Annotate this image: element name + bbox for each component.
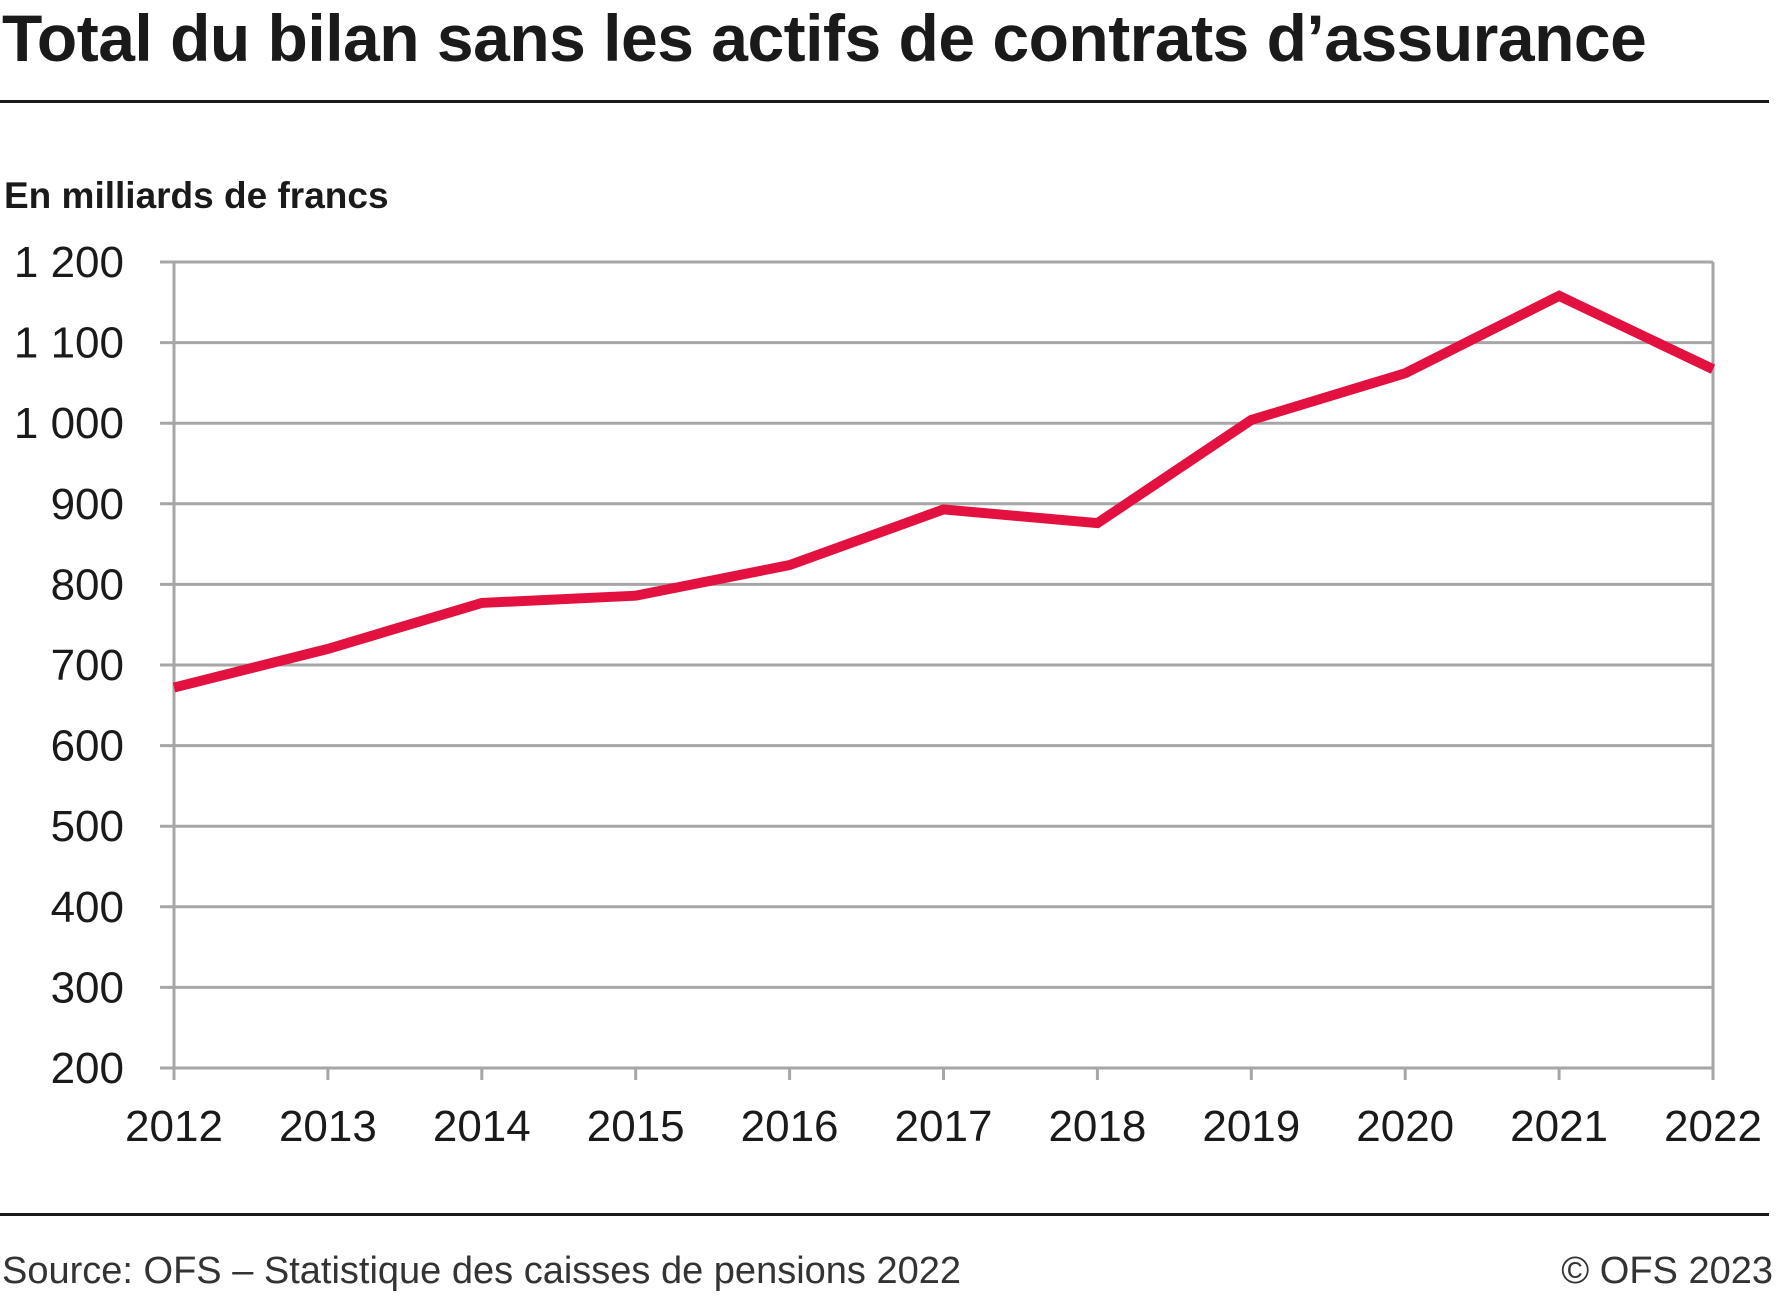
y-tick-label: 400: [51, 883, 124, 932]
axis-ticks: [172, 1068, 1715, 1080]
x-tick-label: 2020: [1356, 1102, 1454, 1151]
y-tick-label: 300: [51, 963, 124, 1012]
x-tick-label: 2012: [125, 1102, 223, 1151]
x-tick-label: 2021: [1510, 1102, 1608, 1151]
x-tick-label: 2013: [279, 1102, 377, 1151]
y-tick-label: 500: [51, 802, 124, 851]
gridlines: [160, 260, 1715, 1080]
y-tick-label: 200: [51, 1044, 124, 1093]
y-axis-unit-label: En milliards de francs: [4, 175, 389, 216]
y-tick-label: 1 200: [14, 238, 124, 287]
copyright-note: © OFS 2023: [1561, 1250, 1773, 1292]
x-tick-label: 2014: [433, 1102, 531, 1151]
y-tick-label: 1 000: [14, 399, 124, 448]
y-tick-label: 600: [51, 722, 124, 771]
x-tick-label: 2019: [1202, 1102, 1300, 1151]
y-tick-label: 1 100: [14, 319, 124, 368]
series-layer: [172, 290, 1716, 693]
y-tick-labels: 200 300 400 500 600 700 800 900 1 000 1 100 1 200: [14, 238, 124, 1093]
x-tick-label: 2015: [587, 1102, 685, 1151]
y-tick-label: 800: [51, 560, 124, 609]
series-line: [172, 290, 1716, 693]
chart-title: Total du bilan sans les actifs de contra…: [2, 1, 1647, 75]
footer-rule: [0, 1213, 1769, 1216]
title-rule: [0, 100, 1769, 103]
x-tick-label: 2017: [895, 1102, 993, 1151]
y-tick-label: 900: [51, 480, 124, 529]
source-note: Source: OFS – Statistique des caisses de…: [2, 1250, 961, 1292]
y-tick-label: 700: [51, 641, 124, 690]
x-tick-label: 2016: [741, 1102, 839, 1151]
x-tick-label: 2018: [1048, 1102, 1146, 1151]
x-tick-label: 2022: [1664, 1102, 1762, 1151]
x-tick-labels: 2012 2013 2014 2015 2016 2017 2018 2019 2020 2021…: [125, 1102, 1762, 1151]
